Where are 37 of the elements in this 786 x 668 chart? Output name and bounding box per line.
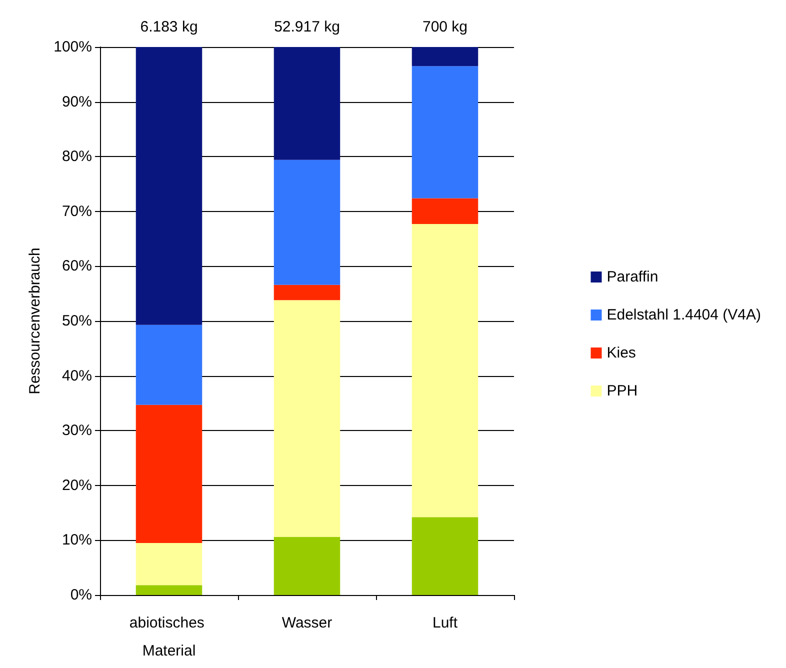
legend-label: PPH xyxy=(606,382,638,400)
bar xyxy=(412,47,478,66)
legend-label: Edelstahl 1.4404 (V4A) xyxy=(606,306,762,324)
x-tick-label: Wasser xyxy=(282,614,332,632)
y-tick-label: 60% xyxy=(62,258,92,275)
y-tick-label: 90% xyxy=(62,93,92,110)
legend-label: Kies xyxy=(606,344,636,362)
annotation: 6.183 kg xyxy=(140,18,198,36)
y-tick-label: 30% xyxy=(62,422,92,440)
y-tick-label: 10% xyxy=(62,532,92,549)
x-tick-label: Luft xyxy=(432,614,458,632)
bar xyxy=(136,404,202,543)
bar xyxy=(412,198,478,224)
y-tick-label: 70% xyxy=(62,202,92,220)
bar xyxy=(274,284,340,300)
bar xyxy=(274,536,340,595)
x-tick-label: abiotisches Material xyxy=(129,614,209,660)
y-tick-label: 50% xyxy=(62,312,92,330)
bar xyxy=(274,160,340,285)
y-tick-label: 100% xyxy=(54,38,92,56)
bar xyxy=(274,47,340,160)
bar xyxy=(136,324,202,405)
y-tick-label: 0% xyxy=(70,586,92,604)
bar xyxy=(136,47,202,325)
y-tick-label: 40% xyxy=(62,367,92,384)
bar xyxy=(412,224,478,518)
bar xyxy=(412,66,478,198)
annotation: 700 kg xyxy=(422,18,468,36)
bar xyxy=(136,585,202,595)
y-tick-label: 20% xyxy=(62,476,92,494)
legend-label: Paraffin xyxy=(606,268,658,286)
bar xyxy=(274,300,340,537)
bar xyxy=(136,542,202,586)
y-tick-label: 80% xyxy=(62,148,92,166)
bar xyxy=(412,517,478,595)
annotation: 52.917 kg xyxy=(274,18,340,36)
y-axis-title: Ressourcenverbrauch xyxy=(26,248,44,394)
